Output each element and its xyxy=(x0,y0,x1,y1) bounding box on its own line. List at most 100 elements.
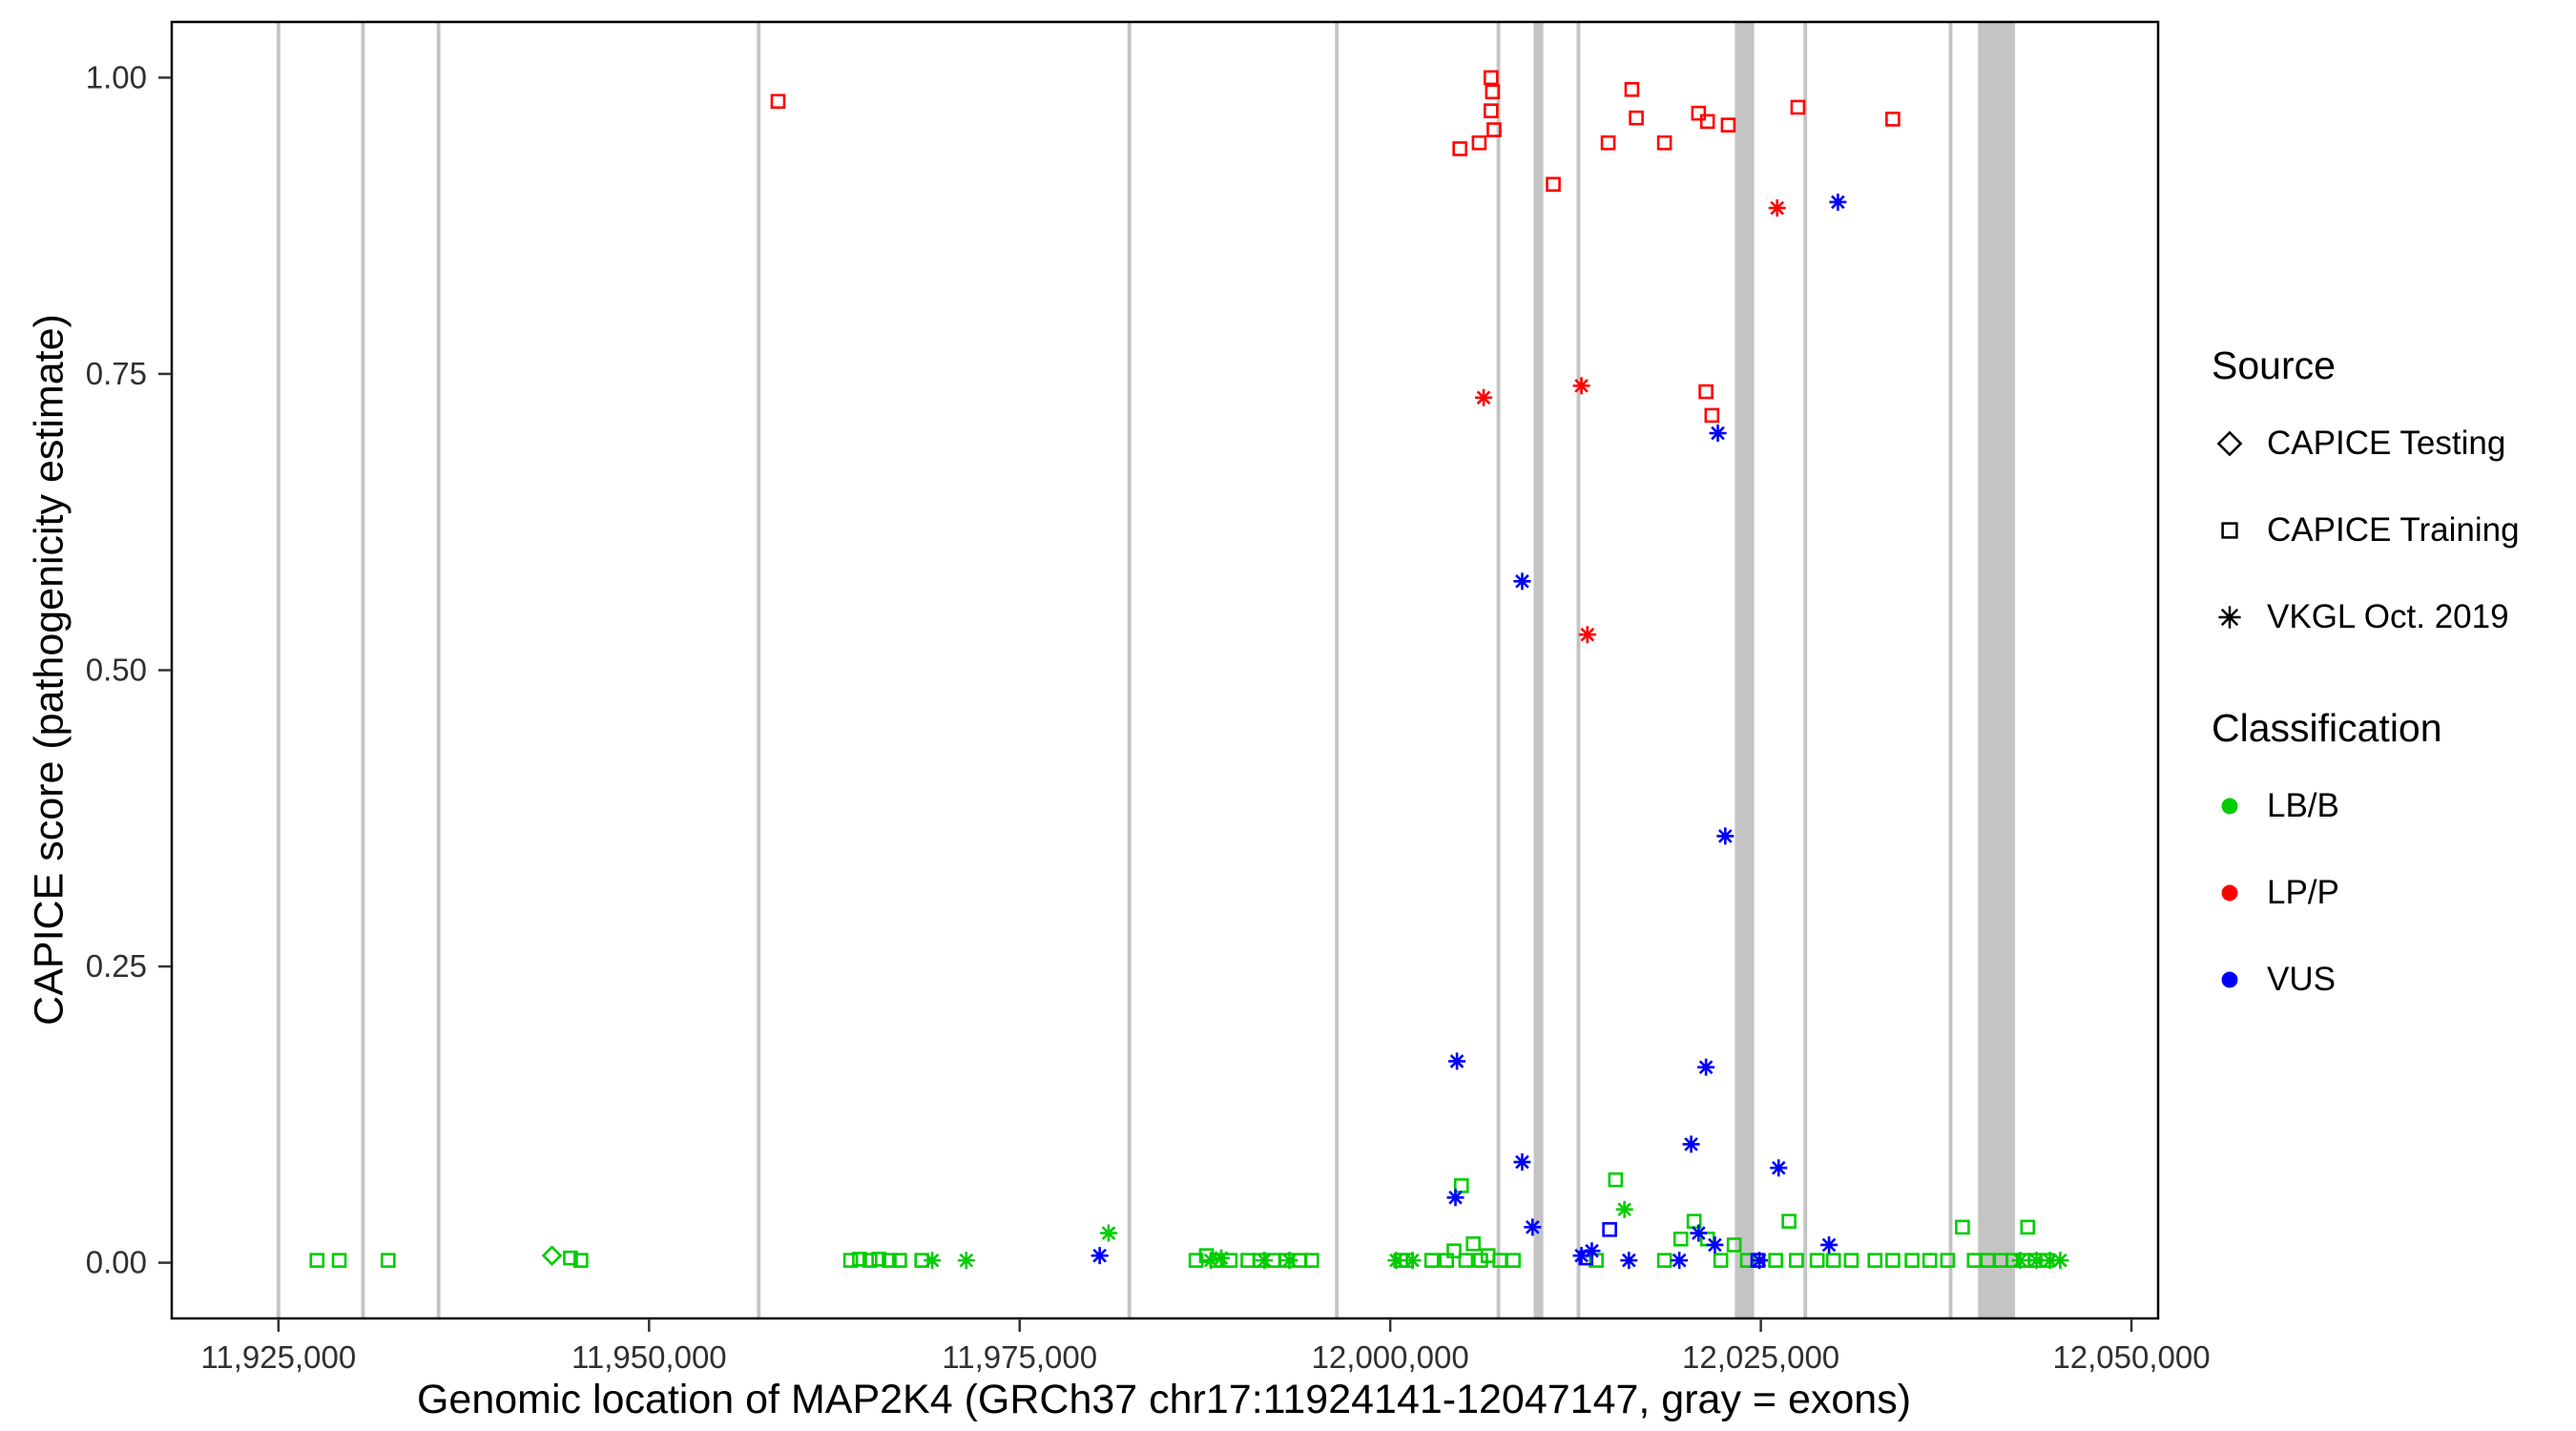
x-axis-title: Genomic location of MAP2K4 (GRCh37 chr17… xyxy=(416,1377,1912,1422)
point-square-lbb xyxy=(1465,1235,1481,1252)
point-asterisk-lbb xyxy=(2011,1252,2029,1270)
point-asterisk-vus xyxy=(1709,425,1727,443)
point-asterisk-lbb xyxy=(1256,1252,1274,1270)
point-asterisk-lbb xyxy=(1213,1249,1231,1267)
point-square-lpp xyxy=(1600,135,1616,151)
point-square-lpp xyxy=(1452,141,1467,156)
point-asterisk-lbb xyxy=(1387,1252,1405,1270)
legend-item-lpp: LP/P xyxy=(2212,849,2520,936)
point-square-lbb xyxy=(563,1250,578,1266)
point-square-lbb xyxy=(1885,1253,1901,1268)
exon-band xyxy=(436,23,441,1317)
legend-item-label: LB/B xyxy=(2267,786,2339,824)
point-square-lpp xyxy=(1486,122,1502,137)
point-asterisk-vus xyxy=(1829,193,1847,211)
point-asterisk-vus xyxy=(1697,1058,1715,1076)
point-square-lpp xyxy=(1546,176,1561,192)
point-square-lbb xyxy=(1789,1253,1804,1268)
point-square-lbb xyxy=(1768,1253,1783,1268)
exon-band xyxy=(1533,23,1544,1317)
point-square-lbb xyxy=(331,1253,347,1268)
point-square-lbb xyxy=(2020,1219,2036,1235)
point-square-lbb xyxy=(842,1253,859,1268)
point-square-lpp xyxy=(1691,105,1707,121)
point-square-lbb xyxy=(1940,1253,1956,1268)
point-diamond-lbb xyxy=(541,1245,563,1266)
point-square-lbb xyxy=(1423,1253,1440,1268)
legend-item-label: VUS xyxy=(2267,960,2336,998)
point-square-lpp xyxy=(1885,112,1901,127)
point-square-lpp xyxy=(1484,70,1499,86)
point-square-lbb xyxy=(1198,1248,1215,1263)
point-square-lbb xyxy=(1656,1253,1672,1268)
point-square-lbb xyxy=(381,1253,396,1268)
point-asterisk-lpp xyxy=(1572,377,1590,395)
point-square-lpp xyxy=(1704,407,1720,424)
point-square-lbb xyxy=(1458,1253,1474,1268)
point-asterisk-vus xyxy=(1671,1252,1689,1270)
legend-classification-title: Classification xyxy=(2212,706,2442,750)
point-square-lbb xyxy=(882,1253,897,1268)
diamond-icon xyxy=(2216,430,2243,456)
point-asterisk-lbb xyxy=(957,1252,975,1270)
x-tick-label: 11,950,000 xyxy=(571,1339,727,1375)
point-asterisk-vus xyxy=(1513,1153,1531,1172)
point-asterisk-lpp xyxy=(1578,626,1596,644)
point-asterisk-vus xyxy=(1513,572,1531,591)
y-tick-label: 0.00 xyxy=(86,1245,147,1280)
legend-item-label: LP/P xyxy=(2267,873,2339,911)
legend-group-classification: Classification LB/B LP/P VUS xyxy=(2212,706,2520,1023)
point-asterisk-lbb xyxy=(2041,1252,2059,1270)
point-square-lbb xyxy=(1809,1253,1825,1268)
point-asterisk-vus xyxy=(1820,1235,1839,1254)
exon-band xyxy=(1978,23,2016,1317)
y-tick-label: 1.00 xyxy=(86,59,147,94)
point-square-lbb xyxy=(1608,1172,1624,1188)
legend-source-title: Source xyxy=(2212,343,2336,387)
point-asterisk-lbb xyxy=(2027,1252,2046,1270)
point-asterisk-lbb xyxy=(2051,1252,2069,1270)
point-square-lpp xyxy=(770,93,786,110)
point-square-lpp xyxy=(1790,99,1806,115)
legend-group-source: Source CAPICE Testing CAPICE Training VK… xyxy=(2212,343,2520,660)
point-asterisk-lbb xyxy=(1280,1252,1298,1270)
point-square-lbb xyxy=(1781,1213,1797,1229)
exon-band xyxy=(1127,23,1132,1317)
point-square-lbb xyxy=(1922,1253,1938,1268)
square-icon xyxy=(2221,521,2238,539)
legend-item-capice-training: CAPICE Training xyxy=(2212,487,2520,573)
panel-border xyxy=(170,20,2160,1320)
green-dot-icon xyxy=(2221,798,2238,814)
point-square-lbb xyxy=(852,1252,867,1267)
exon-band xyxy=(361,23,365,1317)
point-asterisk-vus xyxy=(1446,1189,1465,1207)
exon-band xyxy=(1496,23,1501,1317)
point-asterisk-vus xyxy=(1583,1242,1601,1260)
x-tick-label: 12,000,000 xyxy=(1312,1339,1469,1375)
point-square-lbb xyxy=(892,1253,907,1268)
point-asterisk-lbb xyxy=(1615,1200,1633,1218)
point-square-lbb xyxy=(1825,1253,1841,1268)
point-asterisk-vus xyxy=(1091,1247,1109,1265)
point-asterisk-lpp xyxy=(1768,199,1786,218)
point-square-lbb xyxy=(1955,1219,1970,1235)
point-square-lpp xyxy=(1624,82,1640,97)
x-tick-label: 11,975,000 xyxy=(942,1339,1097,1375)
exon-band xyxy=(757,23,761,1317)
point-square-lpp xyxy=(1699,114,1715,130)
point-square-lbb xyxy=(871,1252,886,1267)
red-dot-icon xyxy=(2221,884,2238,901)
legend-item-label: CAPICE Training xyxy=(2267,510,2520,549)
blue-dot-icon xyxy=(2221,971,2238,987)
point-square-lpp xyxy=(1629,110,1644,126)
point-square-lpp xyxy=(1471,135,1487,151)
legend-item-capice-testing: CAPICE Testing xyxy=(2212,400,2520,487)
point-asterisk-vus xyxy=(1448,1052,1466,1070)
legend-item-vkgl: VKGL Oct. 2019 xyxy=(2212,573,2520,660)
point-square-lbb xyxy=(1726,1237,1742,1253)
point-asterisk-vus xyxy=(1620,1252,1638,1270)
y-tick-label: 0.25 xyxy=(86,948,147,984)
point-asterisk-vus xyxy=(1524,1218,1542,1236)
point-asterisk-lbb xyxy=(1099,1224,1117,1242)
